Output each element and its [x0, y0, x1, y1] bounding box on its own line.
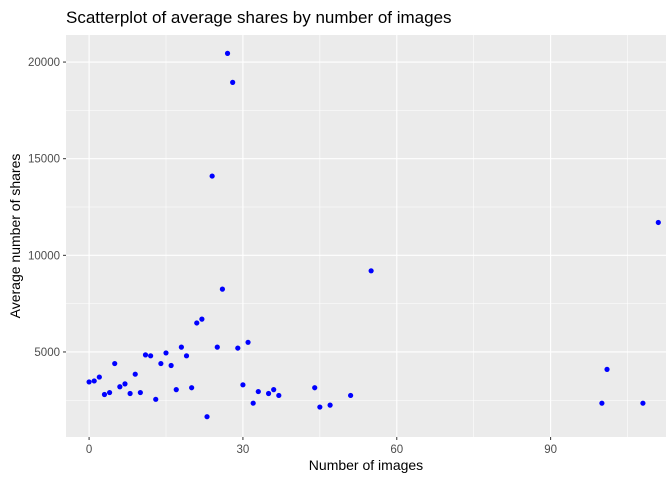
- data-point: [214, 344, 220, 350]
- data-point: [348, 392, 354, 399]
- data-point: [148, 353, 154, 359]
- data-point: [655, 219, 661, 226]
- data-point: [132, 371, 138, 377]
- data-point: [91, 378, 97, 384]
- data-point: [117, 384, 123, 390]
- data-point: [168, 362, 174, 369]
- data-point: [640, 400, 646, 406]
- x-tick-label: 90: [544, 444, 557, 456]
- chart-title: Scatterplot of average shares by number …: [66, 8, 452, 27]
- data-point: [240, 382, 246, 388]
- data-point: [230, 79, 236, 85]
- x-tick-label: 60: [390, 444, 403, 456]
- data-point: [317, 404, 323, 410]
- data-point: [599, 400, 605, 406]
- data-point: [368, 268, 374, 274]
- y-tick-label: 20000: [28, 57, 60, 69]
- data-point: [137, 389, 143, 396]
- x-axis-title: Number of images: [309, 457, 423, 473]
- data-point: [219, 286, 226, 292]
- data-point: [127, 390, 133, 397]
- data-point: [199, 316, 205, 322]
- major-gridlines: [66, 35, 666, 437]
- data-point: [276, 392, 282, 399]
- data-point: [101, 391, 108, 398]
- x-axis: 0 30 60 90: [86, 437, 557, 456]
- data-point: [142, 352, 149, 358]
- data-point: [271, 387, 277, 393]
- data-point: [194, 320, 200, 326]
- plot-panel: [66, 35, 666, 437]
- data-point: [173, 387, 179, 393]
- data-point: [96, 374, 102, 380]
- data-point: [255, 388, 261, 395]
- minor-gridlines: [66, 35, 666, 437]
- data-point: [112, 360, 118, 367]
- x-tick-label: 0: [86, 444, 92, 456]
- data-point: [86, 379, 92, 385]
- data-point: [250, 400, 256, 406]
- data-point: [209, 173, 215, 179]
- y-tick-label: 5000: [34, 347, 60, 359]
- data-point: [122, 381, 128, 387]
- data-point: [158, 360, 164, 367]
- data-point: [327, 402, 333, 408]
- y-axis-title: Average number of shares: [7, 154, 23, 319]
- data-point: [604, 366, 610, 372]
- data-point: [265, 390, 272, 397]
- y-axis: 5000 10000 15000 20000: [28, 57, 66, 359]
- x-tick-label: 30: [237, 444, 250, 456]
- data-points: [86, 50, 661, 420]
- y-tick-label: 15000: [28, 154, 60, 166]
- data-point: [183, 353, 190, 359]
- data-point: [245, 339, 251, 345]
- data-point: [163, 350, 169, 356]
- data-point: [224, 50, 231, 56]
- y-tick-label: 10000: [28, 250, 60, 262]
- data-point: [204, 414, 210, 420]
- data-point: [178, 344, 184, 350]
- data-point: [312, 385, 318, 391]
- data-point: [235, 345, 241, 351]
- data-point: [153, 396, 159, 402]
- data-point: [106, 389, 113, 396]
- data-point: [189, 385, 195, 391]
